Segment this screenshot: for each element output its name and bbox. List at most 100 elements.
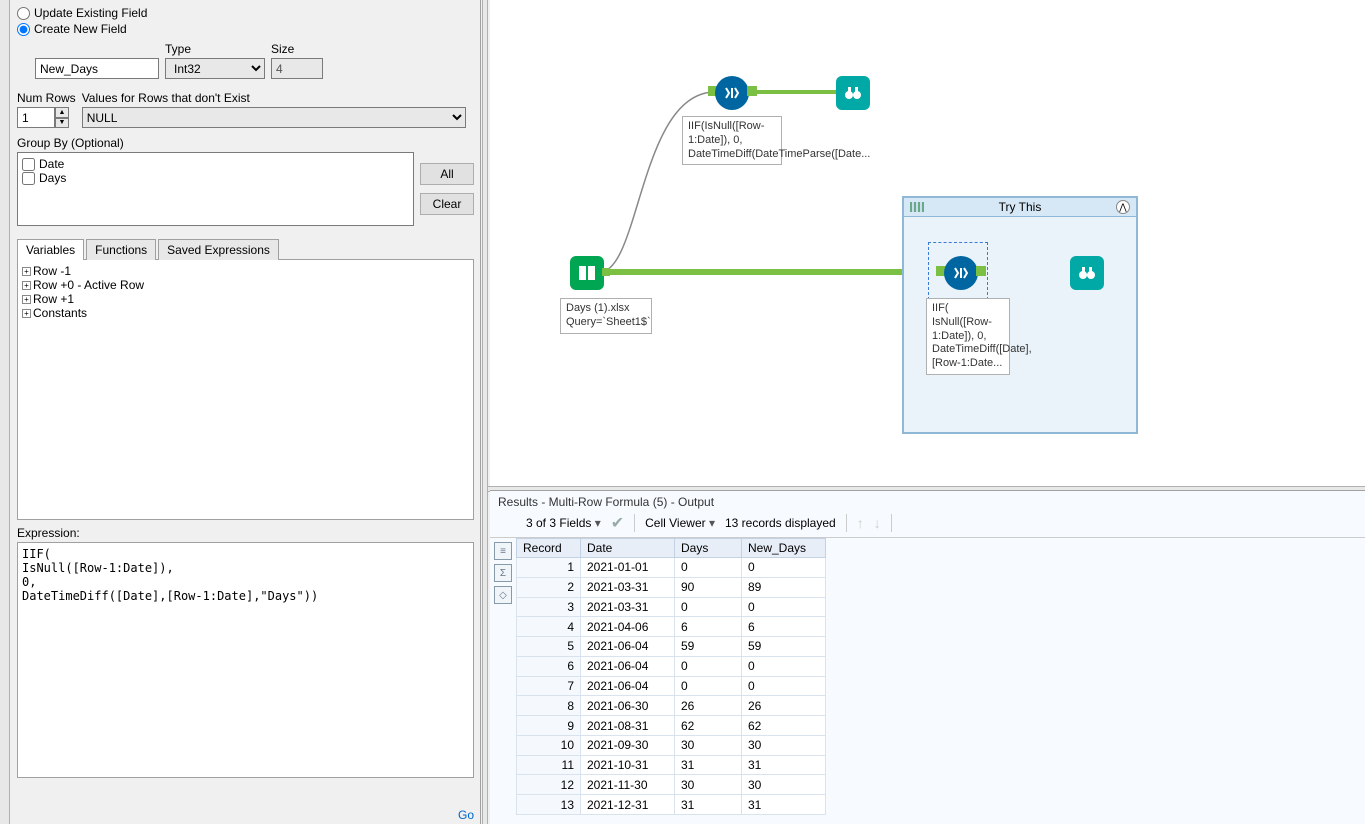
groupby-clear-button[interactable]: Clear [420, 193, 474, 215]
expand-icon[interactable]: + [22, 267, 31, 276]
left-edge-grip[interactable] [0, 0, 10, 824]
table-cell[interactable]: 0 [675, 558, 742, 578]
table-row[interactable]: 42021-04-0666 [517, 617, 826, 637]
table-cell[interactable]: 0 [675, 676, 742, 696]
table-cell[interactable]: 7 [517, 676, 581, 696]
table-row[interactable]: 52021-06-045959 [517, 637, 826, 657]
table-cell[interactable]: 8 [517, 696, 581, 716]
table-cell[interactable]: 31 [675, 795, 742, 815]
table-cell[interactable]: 26 [742, 696, 826, 716]
container-titlebar[interactable]: Try This ⋀ [904, 198, 1136, 217]
prev-record-icon[interactable]: ↑ [857, 515, 864, 531]
table-cell[interactable]: 4 [517, 617, 581, 637]
view-meta-icon[interactable]: ◇ [494, 586, 512, 604]
table-cell[interactable]: 2021-08-31 [581, 716, 675, 736]
fields-dropdown[interactable]: 3 of 3 Fields [526, 516, 601, 530]
table-cell[interactable]: 2021-12-31 [581, 795, 675, 815]
multi-row-formula-tool-1[interactable] [715, 76, 749, 110]
go-link[interactable]: Go [458, 808, 474, 822]
expand-icon[interactable]: + [22, 295, 31, 304]
table-row[interactable]: 72021-06-0400 [517, 676, 826, 696]
table-cell[interactable]: 6 [675, 617, 742, 637]
numrows-down[interactable]: ▼ [55, 118, 69, 129]
table-cell[interactable]: 31 [742, 755, 826, 775]
input-data-tool[interactable] [570, 256, 604, 290]
expand-icon[interactable]: + [22, 281, 31, 290]
table-cell[interactable]: 2021-04-06 [581, 617, 675, 637]
values-missing-select[interactable]: NULL [82, 107, 466, 128]
column-header[interactable]: Days [675, 539, 742, 558]
browse-tool-2[interactable] [1070, 256, 1104, 290]
table-cell[interactable]: 2021-03-31 [581, 577, 675, 597]
table-cell[interactable]: 2021-06-04 [581, 676, 675, 696]
table-cell[interactable]: 90 [675, 577, 742, 597]
numrows-input[interactable] [17, 107, 55, 128]
expand-icon[interactable]: + [22, 309, 31, 318]
next-record-icon[interactable]: ↓ [874, 515, 881, 531]
table-cell[interactable]: 30 [675, 775, 742, 795]
table-cell[interactable]: 2021-06-04 [581, 656, 675, 676]
table-row[interactable]: 112021-10-313131 [517, 755, 826, 775]
table-row[interactable]: 32021-03-3100 [517, 597, 826, 617]
type-select[interactable]: Int32 [165, 58, 265, 79]
table-cell[interactable]: 3 [517, 597, 581, 617]
column-header[interactable]: Record [517, 539, 581, 558]
table-cell[interactable]: 89 [742, 577, 826, 597]
groupby-check-date[interactable] [22, 158, 35, 171]
table-cell[interactable]: 9 [517, 716, 581, 736]
groupby-check-days[interactable] [22, 172, 35, 185]
table-cell[interactable]: 2 [517, 577, 581, 597]
results-table[interactable]: RecordDateDaysNew_Days 12021-01-01002202… [516, 538, 826, 815]
vertical-splitter[interactable] [482, 0, 488, 824]
table-row[interactable]: 22021-03-319089 [517, 577, 826, 597]
view-list-icon[interactable]: ≡ [494, 542, 512, 560]
collapse-icon[interactable]: ⋀ [1116, 200, 1130, 214]
table-cell[interactable]: 30 [742, 735, 826, 755]
column-header[interactable]: Date [581, 539, 675, 558]
table-cell[interactable]: 31 [675, 755, 742, 775]
cell-viewer-dropdown[interactable]: Cell Viewer [645, 516, 715, 530]
table-cell[interactable]: 59 [742, 637, 826, 657]
table-cell[interactable]: 1 [517, 558, 581, 578]
table-cell[interactable]: 2021-06-30 [581, 696, 675, 716]
groupby-all-button[interactable]: All [420, 163, 474, 185]
table-cell[interactable]: 30 [742, 775, 826, 795]
radio-update-existing[interactable] [17, 7, 30, 20]
table-cell[interactable]: 6 [517, 656, 581, 676]
table-row[interactable]: 132021-12-313131 [517, 795, 826, 815]
table-cell[interactable]: 10 [517, 735, 581, 755]
tab-saved-expressions[interactable]: Saved Expressions [158, 239, 279, 260]
table-cell[interactable]: 0 [675, 597, 742, 617]
table-cell[interactable]: 0 [742, 656, 826, 676]
multi-row-formula-tool-2[interactable] [944, 256, 978, 290]
workflow-canvas[interactable]: Days (1).xlsx Query=`Sheet1$` IIF(IsNull… [490, 0, 1365, 490]
output-anchor[interactable] [976, 266, 986, 276]
table-cell[interactable]: 11 [517, 755, 581, 775]
view-sigma-icon[interactable]: Σ [494, 564, 512, 582]
output-anchor[interactable] [602, 268, 610, 276]
table-row[interactable]: 122021-11-303030 [517, 775, 826, 795]
radio-create-new[interactable] [17, 23, 30, 36]
table-cell[interactable]: 0 [675, 656, 742, 676]
variables-tree[interactable]: +Row -1 +Row +0 - Active Row +Row +1 +Co… [17, 260, 474, 520]
numrows-up[interactable]: ▲ [55, 107, 69, 118]
table-cell[interactable]: 0 [742, 597, 826, 617]
table-cell[interactable]: 59 [675, 637, 742, 657]
field-name-input[interactable] [35, 58, 159, 79]
table-cell[interactable]: 2021-06-04 [581, 637, 675, 657]
browse-tool-1[interactable] [836, 76, 870, 110]
table-cell[interactable]: 0 [742, 558, 826, 578]
table-cell[interactable]: 2021-03-31 [581, 597, 675, 617]
table-cell[interactable]: 62 [675, 716, 742, 736]
table-cell[interactable]: 2021-09-30 [581, 735, 675, 755]
table-cell[interactable]: 2021-11-30 [581, 775, 675, 795]
table-cell[interactable]: 0 [742, 676, 826, 696]
tab-variables[interactable]: Variables [17, 239, 84, 260]
table-cell[interactable]: 30 [675, 735, 742, 755]
column-header[interactable]: New_Days [742, 539, 826, 558]
table-cell[interactable]: 62 [742, 716, 826, 736]
table-cell[interactable]: 12 [517, 775, 581, 795]
table-row[interactable]: 102021-09-303030 [517, 735, 826, 755]
table-cell[interactable]: 6 [742, 617, 826, 637]
table-cell[interactable]: 26 [675, 696, 742, 716]
